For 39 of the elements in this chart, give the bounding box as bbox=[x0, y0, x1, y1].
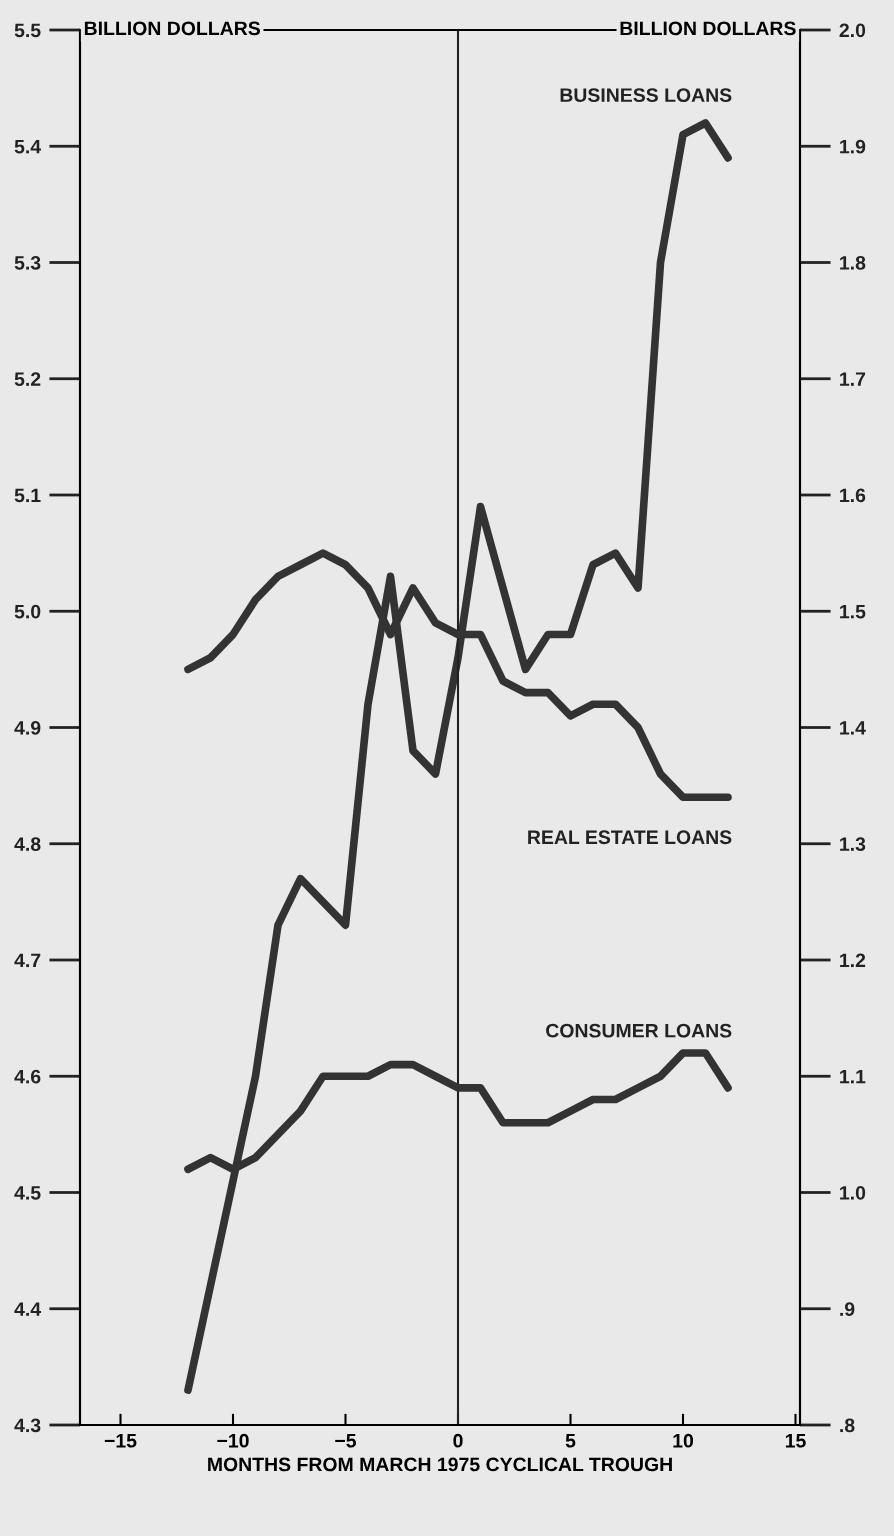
x-tick-label: 0 bbox=[453, 1433, 463, 1448]
x-tick-label: 15 bbox=[785, 1434, 806, 1448]
x-tick-label: −15 bbox=[104, 1434, 137, 1448]
y-tick-label: 4.8 bbox=[14, 837, 41, 851]
series-label: BUSINESS LOANS bbox=[560, 88, 732, 102]
y2-tick-label: 1.4 bbox=[840, 721, 866, 735]
y2-axis-title: BILLION DOLLARS bbox=[620, 21, 796, 36]
y2-tick-label: 1.7 bbox=[840, 372, 866, 386]
y-tick-label: 4.5 bbox=[14, 1186, 41, 1200]
y-tick-label: 4.9 bbox=[14, 720, 41, 735]
y2-tick-label: 2.0 bbox=[839, 23, 866, 38]
y-tick-label: 5.1 bbox=[14, 488, 41, 503]
x-axis-title: MONTHS FROM MARCH 1975 CYCLICAL TROUGH bbox=[208, 1457, 672, 1472]
y2-tick-label: 1.9 bbox=[840, 139, 866, 154]
y2-tick-label: 1.6 bbox=[840, 488, 866, 503]
y2-tick-label: 1.1 bbox=[840, 1069, 866, 1084]
y2-tick-label: 1.3 bbox=[840, 837, 866, 852]
y2-tick-label: 1.5 bbox=[840, 604, 866, 619]
y-tick-label: 5.5 bbox=[14, 23, 41, 38]
y-tick-label: 5.4 bbox=[14, 139, 42, 154]
series-label: CONSUMER LOANS bbox=[546, 1023, 732, 1038]
y2-tick-label: .8 bbox=[840, 1418, 855, 1433]
y-tick-label: 5.2 bbox=[14, 372, 41, 386]
x-tick-label: 10 bbox=[673, 1433, 694, 1448]
y-tick-label: 4.6 bbox=[14, 1069, 41, 1084]
x-tick-label: −5 bbox=[335, 1434, 357, 1448]
x-tick-label: −10 bbox=[217, 1433, 249, 1448]
x-tick-label: 5 bbox=[565, 1434, 576, 1448]
y-tick-label: 5.3 bbox=[14, 255, 41, 270]
series-label: REAL ESTATE LOANS bbox=[528, 830, 732, 845]
y-tick-label: 4.3 bbox=[14, 1418, 41, 1433]
y-axis-title: BILLION DOLLARS bbox=[84, 21, 260, 36]
y2-tick-label: .9 bbox=[840, 1302, 855, 1316]
y2-tick-label: 1.8 bbox=[840, 255, 866, 270]
y-tick-label: 5.0 bbox=[14, 604, 41, 619]
y2-tick-label: 1.2 bbox=[840, 953, 866, 968]
y-tick-label: 4.7 bbox=[14, 953, 41, 968]
y-tick-label: 4.4 bbox=[14, 1302, 42, 1316]
y2-tick-label: 1.0 bbox=[840, 1185, 866, 1200]
